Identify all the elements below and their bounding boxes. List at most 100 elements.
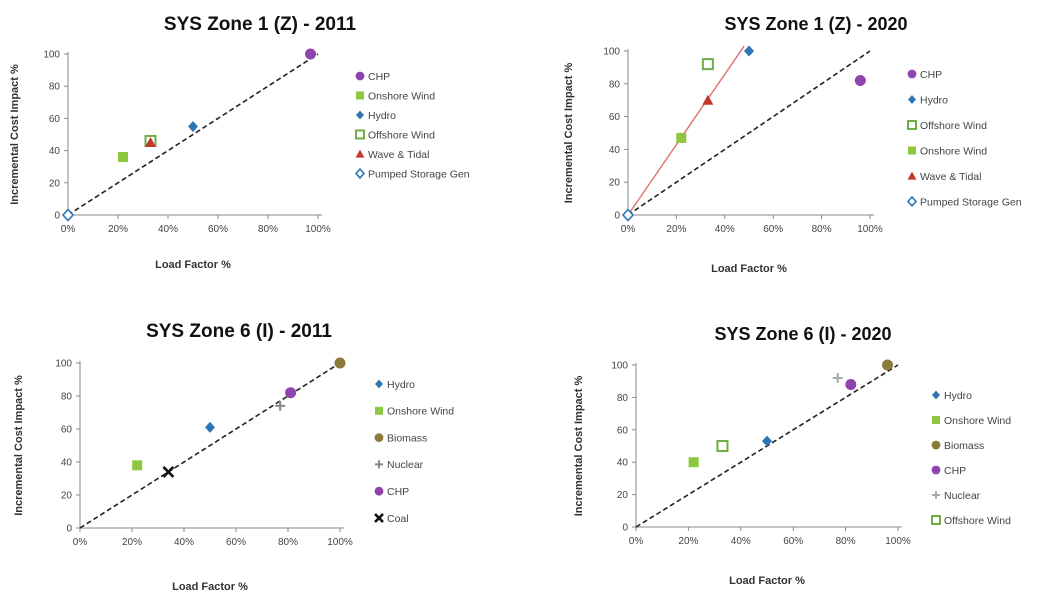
x-tick-label: 0% bbox=[73, 537, 88, 548]
y-tick-label: 60 bbox=[49, 114, 61, 125]
x-tick-label: 80% bbox=[278, 537, 298, 548]
x-tick-label: 40% bbox=[174, 537, 194, 548]
legend-label-pumped-storage-gen: Pumped Storage Gen bbox=[368, 168, 470, 180]
legend-marker-offshore-wind bbox=[355, 129, 365, 140]
x-tick-label: 20% bbox=[666, 224, 686, 235]
legend-marker-nuclear bbox=[932, 491, 940, 499]
data-point-wave-and-tidal bbox=[702, 94, 714, 105]
legend-label-chp: CHP bbox=[920, 69, 942, 81]
chart-title: SYS Zone 1 (Z) - 2020 bbox=[724, 14, 907, 34]
x-tick-label: 100% bbox=[305, 224, 331, 235]
legend-marker-nuclear bbox=[375, 460, 383, 469]
y-tick-label: 80 bbox=[61, 392, 73, 403]
chart-svg: SYS Zone 6 (I) - 2011 0% 20% 40% 60% 80% 100% 0… bbox=[13, 321, 454, 592]
legend-label-pumped-storage-gen: Pumped Storage Gen bbox=[920, 196, 1022, 208]
data-point-hydro bbox=[188, 120, 198, 132]
legend-label-chp: CHP bbox=[368, 71, 390, 83]
legend-label-hydro: Hydro bbox=[387, 379, 415, 391]
y-tick-label: 40 bbox=[609, 145, 621, 156]
y-tick-label: 20 bbox=[617, 490, 629, 501]
legend-marker-offshore-wind bbox=[931, 515, 941, 525]
legend-marker-biomass bbox=[931, 440, 941, 450]
y-tick-label: 40 bbox=[61, 458, 73, 469]
y-tick-label: 100 bbox=[611, 361, 628, 372]
data-point-chp bbox=[305, 48, 316, 60]
legend-label-coal: Coal bbox=[387, 513, 409, 525]
y-tick-label: 60 bbox=[61, 425, 73, 436]
legend-label-hydro: Hydro bbox=[368, 110, 396, 122]
data-point-nuclear bbox=[832, 372, 843, 383]
legend-marker-pumped-storage-gen bbox=[354, 167, 366, 180]
legend-marker-onshore-wind bbox=[356, 91, 364, 100]
chart-zone6-2020: SYS Zone 6 (I) - 2020 0% 20% 40% 60% 80% 100% 0… bbox=[520, 306, 1041, 592]
legend-label-nuclear: Nuclear bbox=[944, 490, 981, 502]
x-tick-label: 100% bbox=[885, 536, 911, 547]
chart-title: SYS Zone 6 (I) - 2011 bbox=[146, 321, 332, 342]
legend-label-onshore-wind: Onshore Wind bbox=[387, 406, 454, 418]
chart-zone6-2011: SYS Zone 6 (I) - 2011 0% 20% 40% 60% 80% 100% 0… bbox=[0, 306, 520, 592]
legend-label-biomass: Biomass bbox=[387, 432, 427, 444]
legend-marker-chp bbox=[374, 486, 384, 496]
y-tick-label: 20 bbox=[61, 491, 73, 502]
legend-marker-onshore-wind bbox=[908, 146, 916, 155]
legend-marker-hydro bbox=[908, 95, 916, 104]
y-axis-label: Incremental Cost Impact % bbox=[9, 64, 21, 205]
y-tick-label: 0 bbox=[622, 523, 628, 534]
data-point-biomass bbox=[334, 357, 346, 369]
x-axis-label: Load Factor % bbox=[711, 263, 787, 275]
x-tick-label: 0% bbox=[629, 536, 644, 547]
reference-line bbox=[627, 50, 871, 216]
data-point-offshore-wind bbox=[716, 440, 729, 452]
legend-marker-hydro bbox=[375, 379, 383, 389]
x-tick-label: 100% bbox=[857, 224, 883, 235]
legend-marker-chp bbox=[931, 465, 941, 475]
legend-marker-hydro bbox=[356, 110, 364, 120]
legend-label-chp: CHP bbox=[387, 486, 409, 498]
y-axis-label: Incremental Cost Impact % bbox=[573, 375, 585, 516]
legend-label-onshore-wind: Onshore Wind bbox=[920, 145, 987, 157]
y-tick-label: 100 bbox=[603, 47, 620, 58]
x-tick-label: 100% bbox=[327, 537, 353, 548]
legend-marker-hydro bbox=[932, 390, 940, 400]
x-tick-label: 20% bbox=[122, 537, 142, 548]
reference-line bbox=[67, 53, 319, 216]
legend-marker-wave-and-tidal bbox=[355, 149, 365, 158]
data-point-chp bbox=[854, 75, 866, 87]
data-point-biomass bbox=[882, 359, 894, 371]
chart-title: SYS Zone 6 (I) - 2020 bbox=[714, 324, 891, 344]
legend-label-hydro: Hydro bbox=[944, 390, 972, 402]
legend-marker-chp bbox=[907, 69, 917, 79]
data-point-coal bbox=[162, 465, 175, 478]
data-point-chp bbox=[845, 378, 857, 390]
y-tick-label: 80 bbox=[49, 82, 61, 93]
x-tick-label: 60% bbox=[208, 224, 228, 235]
legend-label-hydro: Hydro bbox=[920, 94, 948, 106]
legend-marker-wave-and-tidal bbox=[907, 171, 917, 180]
legend-label-nuclear: Nuclear bbox=[387, 459, 424, 471]
chart-svg: SYS Zone 1 (Z) - 2020 0% 20% 40% 60% 80% 100% 0… bbox=[563, 14, 1022, 275]
y-tick-label: 40 bbox=[49, 146, 61, 157]
y-tick-label: 20 bbox=[49, 178, 61, 189]
legend-label-biomass: Biomass bbox=[944, 440, 984, 452]
legend-marker-pumped-storage-gen bbox=[906, 195, 918, 208]
legend-label-onshore-wind: Onshore Wind bbox=[944, 415, 1011, 427]
data-point-offshore-wind bbox=[701, 58, 714, 71]
legend-label-offshore-wind: Offshore Wind bbox=[920, 120, 987, 132]
y-tick-label: 80 bbox=[617, 393, 629, 404]
y-tick-label: 80 bbox=[609, 79, 621, 90]
data-point-chp bbox=[285, 387, 297, 399]
y-axis-label: Incremental Cost Impact % bbox=[563, 62, 575, 203]
y-axis-label: Incremental Cost Impact % bbox=[13, 375, 25, 516]
y-tick-label: 0 bbox=[54, 211, 60, 222]
x-tick-label: 0% bbox=[61, 224, 76, 235]
data-point-hydro bbox=[744, 45, 754, 57]
y-tick-label: 100 bbox=[43, 50, 60, 61]
chart-zone1-2020: SYS Zone 1 (Z) - 2020 0% 20% 40% 60% 80% 100% 0… bbox=[520, 0, 1041, 296]
y-tick-label: 60 bbox=[617, 425, 629, 436]
data-point-hydro bbox=[205, 421, 215, 433]
legend-label-wave-and-tidal: Wave & Tidal bbox=[368, 149, 429, 161]
x-axis-label: Load Factor % bbox=[729, 575, 805, 587]
x-tick-label: 40% bbox=[731, 536, 751, 547]
x-axis-label: Load Factor % bbox=[155, 259, 231, 271]
y-tick-label: 60 bbox=[609, 112, 621, 123]
